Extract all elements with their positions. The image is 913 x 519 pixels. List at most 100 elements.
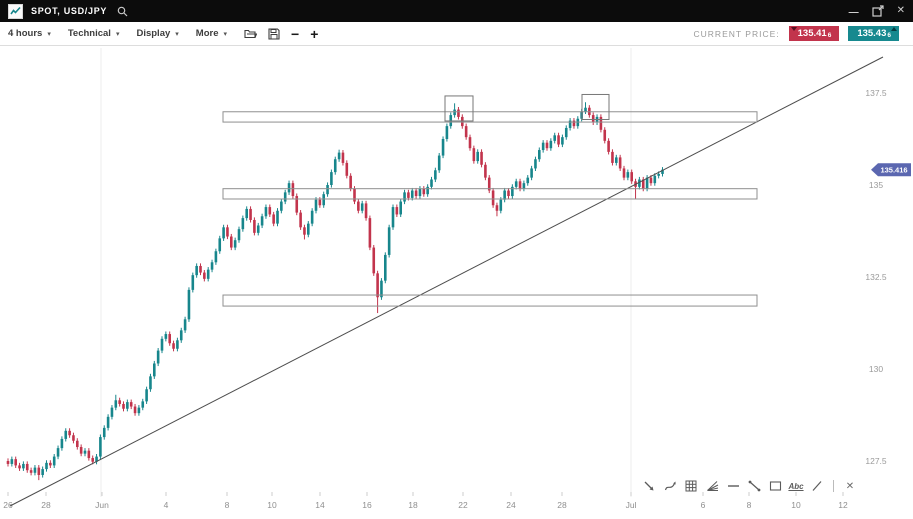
trendline-tool[interactable] <box>747 479 761 493</box>
candle <box>14 459 17 466</box>
candle <box>160 338 164 351</box>
candle <box>630 172 633 182</box>
x-axis-label: 12 <box>838 500 848 510</box>
search-icon[interactable] <box>117 6 128 17</box>
candle <box>661 169 664 174</box>
candle <box>380 280 383 298</box>
candle <box>276 210 279 224</box>
candle <box>10 459 14 464</box>
candle <box>611 151 614 163</box>
curve-tool[interactable] <box>663 479 677 493</box>
candle <box>233 240 237 248</box>
x-axis-label: 14 <box>315 500 325 510</box>
drawing-toolbar: Abc ✕ <box>642 479 857 493</box>
more-dropdown[interactable]: More ▾ <box>195 28 227 39</box>
minimize-icon[interactable]: — <box>848 7 859 18</box>
candle <box>468 137 472 149</box>
candle <box>484 164 487 178</box>
text-tool[interactable]: Abc <box>788 479 803 493</box>
candle <box>326 185 329 195</box>
candle <box>491 190 495 206</box>
candle <box>591 115 595 123</box>
candle <box>310 210 314 224</box>
ray-tool[interactable] <box>810 479 824 493</box>
hline-tool[interactable] <box>726 479 740 493</box>
candle <box>403 192 406 202</box>
trendline-drawing[interactable] <box>9 56 884 507</box>
y-axis-label: 127.5 <box>865 456 887 466</box>
candle <box>245 208 248 219</box>
candle <box>164 334 168 339</box>
candle <box>83 450 87 454</box>
open-folder-icon[interactable] <box>244 28 257 39</box>
price-zone-drawing[interactable] <box>222 294 758 307</box>
candle <box>179 330 183 341</box>
candle <box>511 186 514 197</box>
bid-price-badge[interactable]: 135.41 6 <box>788 26 840 41</box>
fan-tool[interactable] <box>705 479 719 493</box>
display-dropdown[interactable]: Display ▾ <box>136 28 179 39</box>
candle <box>210 262 214 270</box>
candle <box>318 199 322 206</box>
candle <box>156 350 160 364</box>
candle <box>287 183 291 193</box>
zoom-out-button[interactable]: − <box>291 25 300 42</box>
candle <box>437 155 441 171</box>
ask-price-badge[interactable]: 135.43 6 <box>848 26 899 41</box>
window-controls: — ✕ <box>848 5 905 18</box>
candle <box>283 192 287 202</box>
candle <box>457 109 460 117</box>
rectangle-tool[interactable] <box>768 479 782 493</box>
candle <box>353 188 356 202</box>
candle <box>330 172 333 185</box>
pointer-tool[interactable] <box>642 479 656 493</box>
candle <box>25 463 29 471</box>
last-price-value: 135.416 <box>880 165 907 174</box>
price-zone-drawing[interactable] <box>222 188 758 200</box>
candle <box>272 214 275 224</box>
delete-drawings-tool[interactable]: ✕ <box>843 479 857 493</box>
highlight-square-drawing[interactable] <box>444 95 474 122</box>
zoom-in-button[interactable]: + <box>310 25 319 42</box>
candle <box>33 467 37 473</box>
candle <box>534 159 537 169</box>
last-price-badge <box>871 163 911 177</box>
candle <box>230 236 233 248</box>
candle <box>541 142 545 151</box>
x-axis-label: 18 <box>408 500 418 510</box>
close-icon[interactable]: ✕ <box>896 5 905 16</box>
candle <box>260 216 264 226</box>
up-tick-icon <box>891 27 897 31</box>
save-icon[interactable] <box>268 27 280 40</box>
candle <box>295 196 299 213</box>
down-tick-icon <box>790 27 797 31</box>
y-axis-label: 130 <box>869 364 883 374</box>
window-title: SPOT, USD/JPY <box>31 6 108 16</box>
candle <box>472 148 476 162</box>
candle <box>599 116 603 130</box>
candle <box>545 142 549 149</box>
chart-canvas[interactable]: 26 28 Jun 4 8 10 14 16 18 22 24 28 Jul 6 8 10 12 137.5 135… <box>0 46 913 514</box>
candle <box>72 435 75 441</box>
candle <box>553 135 556 141</box>
candle <box>453 109 456 116</box>
candle <box>64 430 68 439</box>
timeframe-dropdown[interactable]: 4 hours ▾ <box>8 28 51 39</box>
popout-window-icon[interactable] <box>872 5 884 17</box>
candle <box>480 151 483 165</box>
price-zone-drawing[interactable] <box>222 111 758 123</box>
candle <box>199 265 202 273</box>
grid-tool[interactable] <box>684 479 698 493</box>
highlight-square-drawing[interactable] <box>581 93 610 120</box>
candle <box>41 469 44 475</box>
candle <box>391 207 395 228</box>
candle <box>149 376 152 390</box>
candle <box>618 157 622 169</box>
candle <box>110 407 114 417</box>
candle <box>133 406 137 414</box>
candle <box>256 225 260 233</box>
technical-dropdown[interactable]: Technical ▾ <box>67 28 120 39</box>
candle <box>49 462 52 466</box>
candle <box>52 456 56 466</box>
candle <box>95 456 98 462</box>
